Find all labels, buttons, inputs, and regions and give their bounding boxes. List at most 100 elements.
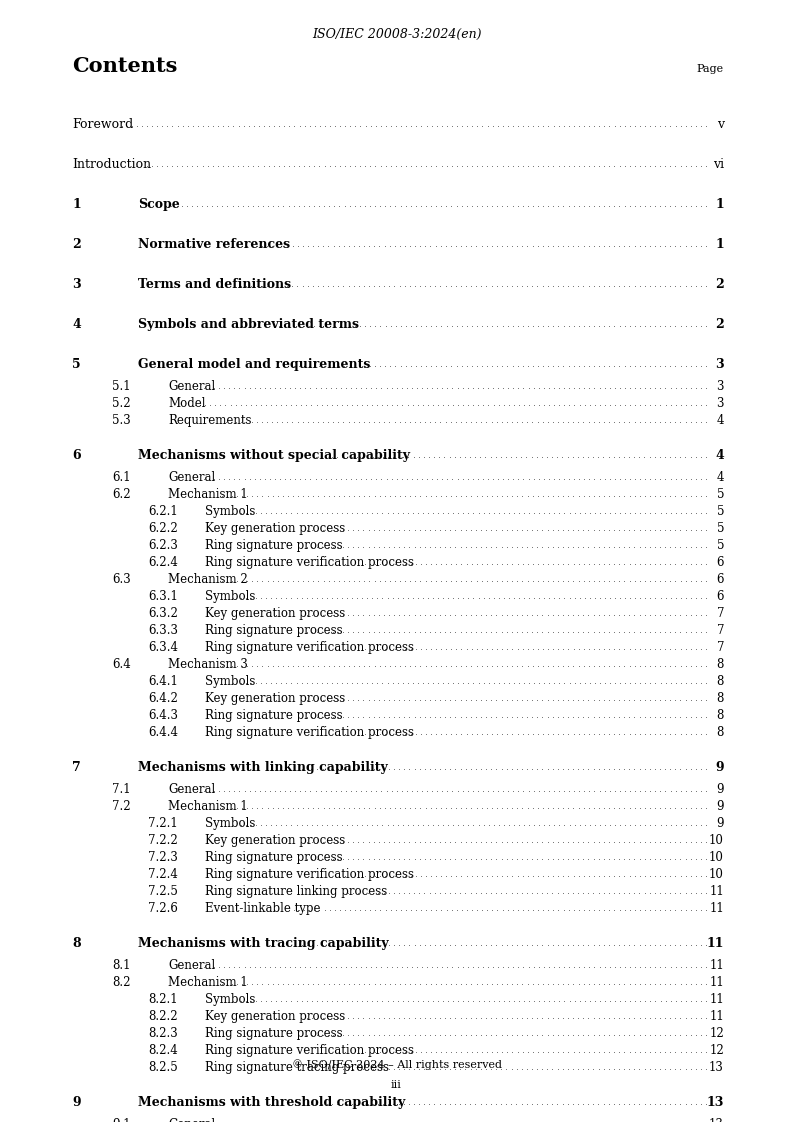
Text: 11: 11: [709, 993, 724, 1006]
Text: Mechanisms with tracing capability: Mechanisms with tracing capability: [138, 937, 389, 950]
Text: Symbols and abbreviated terms: Symbols and abbreviated terms: [138, 318, 359, 331]
Text: Ring signature tracing process: Ring signature tracing process: [205, 1061, 389, 1074]
Text: Mechanisms with threshold capability: Mechanisms with threshold capability: [138, 1096, 405, 1109]
Text: 9: 9: [715, 761, 724, 774]
Text: Mechanism 1: Mechanism 1: [168, 488, 247, 502]
Text: 8.2: 8.2: [112, 976, 131, 988]
Text: Foreword: Foreword: [72, 118, 133, 131]
Text: 12: 12: [709, 1027, 724, 1040]
Text: 3: 3: [715, 358, 724, 371]
Text: General: General: [168, 1118, 215, 1122]
Text: 6.3.2: 6.3.2: [148, 607, 178, 620]
Text: 4: 4: [72, 318, 81, 331]
Text: 7: 7: [717, 624, 724, 637]
Text: 6.2.4: 6.2.4: [148, 557, 178, 569]
Text: vi: vi: [713, 158, 724, 171]
Text: 11: 11: [707, 937, 724, 950]
Text: 8: 8: [717, 692, 724, 705]
Text: Requirements: Requirements: [168, 414, 251, 427]
Text: 3: 3: [717, 397, 724, 410]
Text: Page: Page: [697, 64, 724, 74]
Text: 11: 11: [709, 885, 724, 898]
Text: 12: 12: [709, 1043, 724, 1057]
Text: 13: 13: [709, 1061, 724, 1074]
Text: 8: 8: [72, 937, 81, 950]
Text: Scope: Scope: [138, 197, 180, 211]
Text: 2: 2: [715, 278, 724, 291]
Text: 1: 1: [715, 238, 724, 251]
Text: 11: 11: [709, 959, 724, 972]
Text: iii: iii: [391, 1080, 402, 1089]
Text: 6: 6: [717, 573, 724, 586]
Text: 1: 1: [715, 197, 724, 211]
Text: 7.2.6: 7.2.6: [148, 902, 178, 916]
Text: Ring signature process: Ring signature process: [205, 850, 343, 864]
Text: Event-linkable type: Event-linkable type: [205, 902, 320, 916]
Text: Symbols: Symbols: [205, 675, 255, 688]
Text: 1: 1: [72, 197, 81, 211]
Text: 13: 13: [709, 1118, 724, 1122]
Text: Contents: Contents: [72, 56, 178, 76]
Text: 6.2.1: 6.2.1: [148, 505, 178, 518]
Text: Key generation process: Key generation process: [205, 834, 345, 847]
Text: 3: 3: [72, 278, 81, 291]
Text: 9: 9: [72, 1096, 81, 1109]
Text: 5: 5: [717, 522, 724, 535]
Text: 6: 6: [72, 449, 81, 462]
Text: 9: 9: [717, 800, 724, 813]
Text: General model and requirements: General model and requirements: [138, 358, 370, 371]
Text: 10: 10: [709, 850, 724, 864]
Text: 5: 5: [717, 539, 724, 552]
Text: Symbols: Symbols: [205, 505, 255, 518]
Text: 6.2: 6.2: [112, 488, 131, 502]
Text: 8: 8: [717, 657, 724, 671]
Text: 8: 8: [717, 726, 724, 739]
Text: Key generation process: Key generation process: [205, 1010, 345, 1023]
Text: Mechanism 3: Mechanism 3: [168, 657, 248, 671]
Text: Normative references: Normative references: [138, 238, 290, 251]
Text: 8.2.1: 8.2.1: [148, 993, 178, 1006]
Text: 6.3.3: 6.3.3: [148, 624, 178, 637]
Text: Mechanism 2: Mechanism 2: [168, 573, 247, 586]
Text: 3: 3: [717, 380, 724, 393]
Text: 5: 5: [717, 488, 724, 502]
Text: Key generation process: Key generation process: [205, 692, 345, 705]
Text: ISO/IEC 20008-3:2024(en): ISO/IEC 20008-3:2024(en): [312, 28, 481, 42]
Text: 11: 11: [709, 976, 724, 988]
Text: Ring signature verification process: Ring signature verification process: [205, 1043, 414, 1057]
Text: 11: 11: [709, 902, 724, 916]
Text: v: v: [717, 118, 724, 131]
Text: 5.3: 5.3: [112, 414, 131, 427]
Text: 8.2.3: 8.2.3: [148, 1027, 178, 1040]
Text: General: General: [168, 959, 215, 972]
Text: 6.3.1: 6.3.1: [148, 590, 178, 603]
Text: 7.2.5: 7.2.5: [148, 885, 178, 898]
Text: 5.2: 5.2: [112, 397, 131, 410]
Text: 7.2.3: 7.2.3: [148, 850, 178, 864]
Text: 6.2.2: 6.2.2: [148, 522, 178, 535]
Text: 7: 7: [717, 607, 724, 620]
Text: Ring signature linking process: Ring signature linking process: [205, 885, 387, 898]
Text: Ring signature process: Ring signature process: [205, 1027, 343, 1040]
Text: Ring signature verification process: Ring signature verification process: [205, 557, 414, 569]
Text: Ring signature process: Ring signature process: [205, 624, 343, 637]
Text: Ring signature process: Ring signature process: [205, 539, 343, 552]
Text: 6.4.2: 6.4.2: [148, 692, 178, 705]
Text: Ring signature process: Ring signature process: [205, 709, 343, 721]
Text: © ISO/IEC 2024 – All rights reserved: © ISO/IEC 2024 – All rights reserved: [292, 1059, 501, 1070]
Text: Mechanism 1: Mechanism 1: [168, 800, 247, 813]
Text: 9: 9: [717, 817, 724, 830]
Text: 6.4.3: 6.4.3: [148, 709, 178, 721]
Text: 7.2: 7.2: [112, 800, 131, 813]
Text: 2: 2: [715, 318, 724, 331]
Text: 8: 8: [717, 709, 724, 721]
Text: 4: 4: [715, 449, 724, 462]
Text: 6.4.1: 6.4.1: [148, 675, 178, 688]
Text: Model: Model: [168, 397, 205, 410]
Text: 9: 9: [717, 783, 724, 795]
Text: Symbols: Symbols: [205, 817, 255, 830]
Text: 8: 8: [717, 675, 724, 688]
Text: 6.3.4: 6.3.4: [148, 641, 178, 654]
Text: 10: 10: [709, 834, 724, 847]
Text: General: General: [168, 380, 215, 393]
